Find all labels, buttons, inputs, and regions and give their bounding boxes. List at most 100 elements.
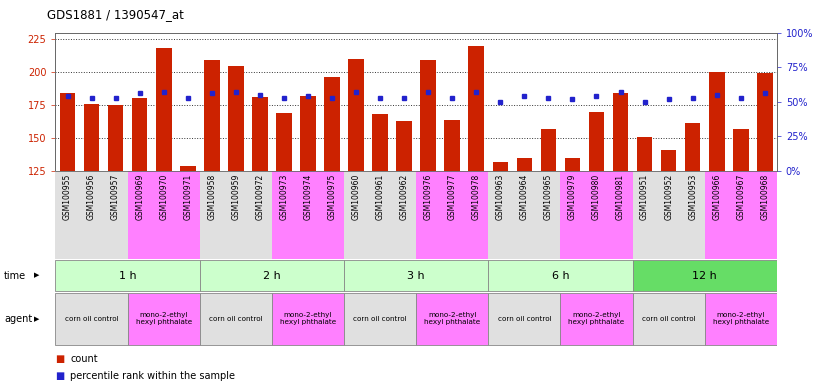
Bar <box>300 96 316 171</box>
Bar <box>55 171 127 259</box>
Bar <box>709 72 725 171</box>
Text: corn oil control: corn oil control <box>209 316 263 322</box>
Bar <box>445 119 460 171</box>
Bar <box>632 293 705 344</box>
Text: mono-2-ethyl
hexyl phthalate: mono-2-ethyl hexyl phthalate <box>280 312 336 325</box>
Text: corn oil control: corn oil control <box>642 316 695 322</box>
Bar <box>55 293 127 344</box>
Text: GSM100961: GSM100961 <box>375 174 384 220</box>
Text: GSM100971: GSM100971 <box>184 174 193 220</box>
Bar <box>204 60 220 171</box>
Bar <box>685 124 700 171</box>
Bar <box>55 260 200 291</box>
Text: GSM100966: GSM100966 <box>712 174 721 220</box>
Bar <box>132 98 148 171</box>
Text: mono-2-ethyl
hexyl phthalate: mono-2-ethyl hexyl phthalate <box>424 312 481 325</box>
Bar <box>468 46 484 171</box>
Text: GSM100975: GSM100975 <box>327 174 336 220</box>
Bar <box>324 78 339 171</box>
Bar <box>561 293 632 344</box>
Bar <box>757 73 773 171</box>
Text: GSM100953: GSM100953 <box>688 174 697 220</box>
Bar <box>636 137 653 171</box>
Text: GSM100970: GSM100970 <box>159 174 168 220</box>
Text: ▶: ▶ <box>34 316 40 322</box>
Bar <box>397 121 412 171</box>
Text: GSM100955: GSM100955 <box>63 174 72 220</box>
Bar <box>493 162 508 171</box>
Text: 1 h: 1 h <box>119 270 136 281</box>
Bar <box>344 293 416 344</box>
Text: GSM100956: GSM100956 <box>87 174 96 220</box>
Bar <box>420 60 436 171</box>
Bar <box>632 171 705 259</box>
Bar <box>565 158 580 171</box>
Bar <box>180 166 196 171</box>
Bar <box>613 93 628 171</box>
Text: time: time <box>4 270 26 281</box>
Bar <box>228 66 244 171</box>
Bar <box>632 260 777 291</box>
Text: GSM100968: GSM100968 <box>761 174 769 220</box>
Text: GSM100977: GSM100977 <box>448 174 457 220</box>
Text: corn oil control: corn oil control <box>64 316 118 322</box>
Text: GSM100974: GSM100974 <box>304 174 313 220</box>
Bar <box>733 129 748 171</box>
Text: GSM100973: GSM100973 <box>279 174 288 220</box>
Text: mono-2-ethyl
hexyl phthalate: mono-2-ethyl hexyl phthalate <box>569 312 624 325</box>
Bar <box>344 171 416 259</box>
Text: GSM100963: GSM100963 <box>496 174 505 220</box>
Bar <box>488 293 561 344</box>
Text: mono-2-ethyl
hexyl phthalate: mono-2-ethyl hexyl phthalate <box>712 312 769 325</box>
Text: GSM100981: GSM100981 <box>616 174 625 220</box>
Bar <box>276 113 292 171</box>
Bar <box>60 93 75 171</box>
Text: GSM100958: GSM100958 <box>207 174 216 220</box>
Bar <box>127 171 200 259</box>
Bar <box>488 171 561 259</box>
Text: GSM100962: GSM100962 <box>400 174 409 220</box>
Bar <box>705 293 777 344</box>
Bar <box>200 293 272 344</box>
Bar <box>156 48 171 171</box>
Bar <box>416 293 488 344</box>
Text: GSM100969: GSM100969 <box>135 174 144 220</box>
Text: GSM100964: GSM100964 <box>520 174 529 220</box>
Text: GDS1881 / 1390547_at: GDS1881 / 1390547_at <box>47 8 184 21</box>
Text: ■: ■ <box>55 371 64 381</box>
Text: GSM100979: GSM100979 <box>568 174 577 220</box>
Text: GSM100952: GSM100952 <box>664 174 673 220</box>
Text: count: count <box>70 354 98 364</box>
Text: 2 h: 2 h <box>263 270 281 281</box>
Bar <box>416 171 488 259</box>
Bar <box>540 129 557 171</box>
Text: GSM100951: GSM100951 <box>640 174 649 220</box>
Bar <box>588 112 605 171</box>
Text: corn oil control: corn oil control <box>498 316 551 322</box>
Text: GSM100960: GSM100960 <box>352 174 361 220</box>
Text: GSM100976: GSM100976 <box>424 174 432 220</box>
Text: 3 h: 3 h <box>407 270 425 281</box>
Text: 6 h: 6 h <box>552 270 570 281</box>
Text: 12 h: 12 h <box>692 270 717 281</box>
Text: agent: agent <box>4 314 33 324</box>
Bar <box>372 114 388 171</box>
Text: corn oil control: corn oil control <box>353 316 407 322</box>
Bar <box>348 59 364 171</box>
Bar <box>252 97 268 171</box>
Text: percentile rank within the sample: percentile rank within the sample <box>70 371 235 381</box>
Bar <box>517 158 532 171</box>
Text: GSM100980: GSM100980 <box>592 174 601 220</box>
Text: ■: ■ <box>55 354 64 364</box>
Text: GSM100959: GSM100959 <box>231 174 241 220</box>
Text: GSM100978: GSM100978 <box>472 174 481 220</box>
Bar <box>200 171 272 259</box>
Bar <box>127 293 200 344</box>
Bar <box>705 171 777 259</box>
Text: GSM100957: GSM100957 <box>111 174 120 220</box>
Text: mono-2-ethyl
hexyl phthalate: mono-2-ethyl hexyl phthalate <box>135 312 192 325</box>
Text: GSM100965: GSM100965 <box>544 174 553 220</box>
Bar <box>272 293 344 344</box>
Text: GSM100967: GSM100967 <box>736 174 745 220</box>
Bar <box>200 260 344 291</box>
